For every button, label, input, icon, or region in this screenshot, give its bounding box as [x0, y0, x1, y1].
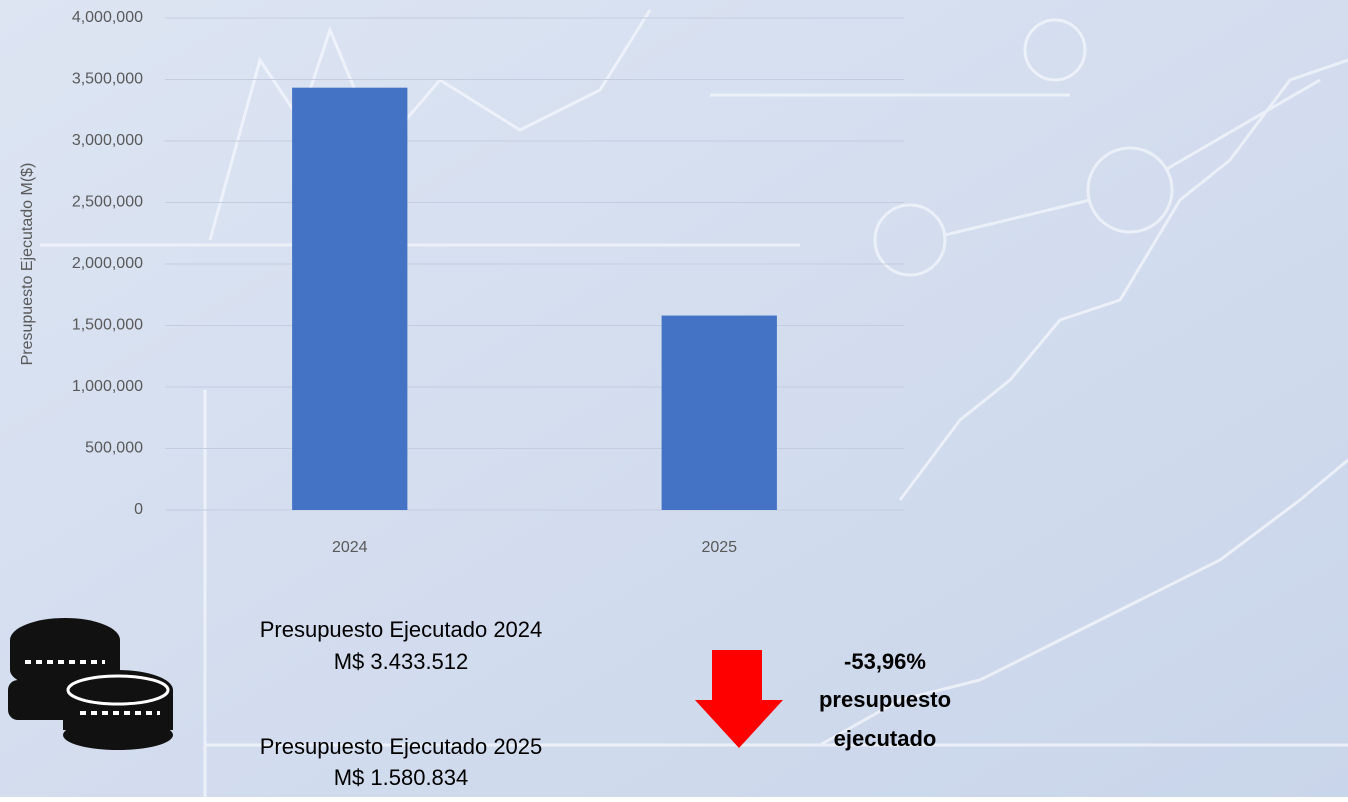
- y-axis-label: Presupuesto Ejecutado M($): [19, 163, 36, 366]
- y-tick-label: 2,000,000: [72, 255, 143, 272]
- y-tick-label: 1,000,000: [72, 378, 143, 395]
- annotation: ejecutado: [834, 726, 937, 751]
- annotation: Presupuesto Ejecutado 2024: [260, 617, 543, 642]
- y-tick-label: 3,500,000: [72, 71, 143, 88]
- y-tick-label: 500,000: [85, 440, 143, 457]
- y-tick-label: 2,500,000: [72, 194, 143, 211]
- y-tick-label: 0: [134, 501, 143, 518]
- x-tick-label: 2024: [332, 539, 368, 556]
- annotation: presupuesto: [819, 687, 951, 712]
- annotation: M$ 3.433.512: [334, 649, 469, 674]
- y-tick-label: 3,000,000: [72, 132, 143, 149]
- annotation: -53,96%: [844, 649, 926, 674]
- bar: [662, 316, 777, 510]
- chart: Presupuesto Ejecutado M($) 0 500,000 1,000…: [0, 0, 1348, 797]
- y-tick-label: 4,000,000: [72, 9, 143, 26]
- bar: [292, 88, 407, 510]
- annotation: M$ 1.580.834: [334, 765, 469, 790]
- y-tick-label: 1,500,000: [72, 317, 143, 334]
- x-tick-label: 2025: [701, 539, 737, 556]
- annotation: Presupuesto Ejecutado 2025: [260, 734, 543, 759]
